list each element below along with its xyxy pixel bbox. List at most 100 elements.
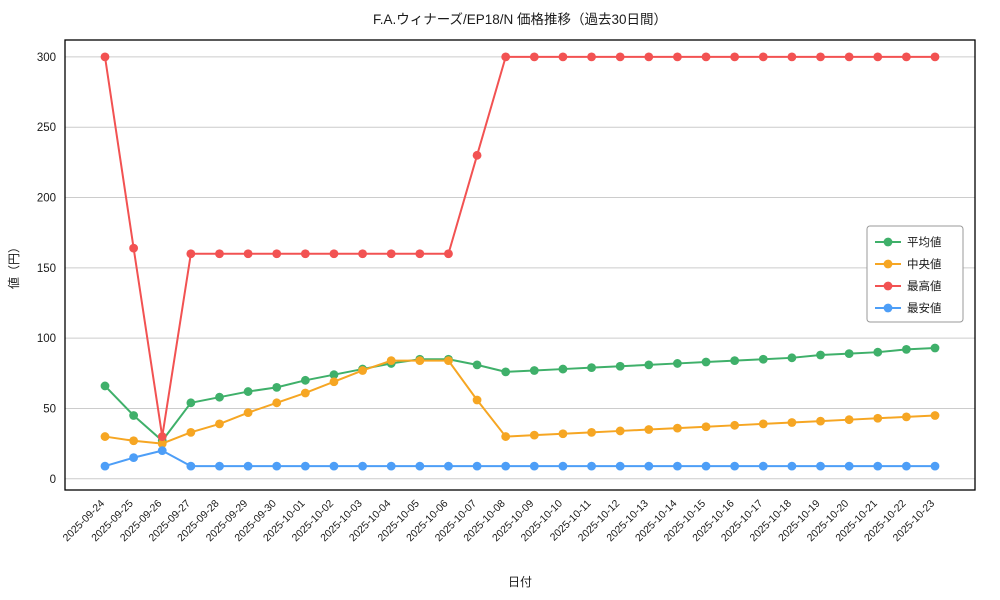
series-marker [873,347,883,357]
series-marker [844,52,854,62]
y-tick-label: 150 [37,263,56,275]
series-marker [644,425,654,434]
series-marker [129,436,139,446]
series-marker [730,420,740,430]
series-marker [215,461,224,471]
series-marker [901,461,911,471]
series-marker [100,432,110,441]
series-marker [787,461,797,471]
series-marker [444,249,453,259]
y-tick-label: 200 [37,193,56,205]
series-marker [558,429,568,439]
legend-label: 平均値 [907,236,942,249]
legend-marker [883,281,893,291]
series-marker [930,461,940,471]
series-marker [787,418,797,427]
series-marker [701,52,711,62]
series-marker [215,249,224,259]
series-marker [587,52,596,62]
series-marker [673,461,682,471]
y-tick-label: 300 [37,52,56,64]
series-marker [558,52,568,62]
series-marker [644,360,654,370]
series-marker [129,243,139,253]
series-marker [186,427,196,437]
series-marker [358,461,367,471]
series-marker [615,52,625,62]
series-marker [816,461,825,471]
series-marker [844,415,854,425]
series-marker [730,461,740,471]
series-marker [243,249,253,259]
series-marker [558,364,568,374]
series-marker [816,416,825,426]
series-marker [758,354,768,364]
series-marker [844,349,854,358]
series-marker [730,356,740,366]
series-marker [673,52,682,62]
series-marker [472,395,482,405]
series-marker [816,350,825,360]
legend-marker [883,303,893,313]
series-marker [243,387,253,396]
series-marker [558,461,568,471]
series-marker [901,412,911,422]
series-marker [329,377,339,387]
series-marker [329,249,339,259]
series-marker [329,461,339,471]
series-marker [444,356,453,366]
series-marker [415,461,425,471]
y-tick-label: 0 [50,474,56,486]
series-line-平均値 [104,346,936,442]
series-marker [157,439,167,448]
series-marker [673,359,682,368]
series-marker [472,461,482,471]
series-marker [615,461,625,471]
series-marker [873,413,883,423]
plot-area [65,40,975,490]
legend-box [866,225,964,323]
series-marker [587,461,596,471]
legend-marker [883,259,893,269]
series-marker [615,426,625,436]
series-marker [329,370,339,380]
series-marker [873,461,883,471]
series-line-最安値 [104,449,935,468]
series-marker [472,360,482,370]
series-marker [300,375,310,385]
series-marker [215,392,224,402]
series-marker [415,249,425,259]
series-marker [501,367,511,377]
series-marker [701,422,711,432]
series-marker [673,423,682,433]
legend-label: 最高値 [907,279,942,293]
series-marker [358,366,367,375]
series-marker [186,249,196,259]
series-marker [100,52,110,62]
series-marker [701,461,711,471]
series-marker [787,353,797,363]
series-marker [529,461,539,471]
series-marker [272,249,282,259]
plot-border [64,39,976,491]
series-marker [930,411,940,420]
y-tick-label: 100 [37,333,56,345]
y-tick-label: 50 [43,403,56,415]
series-marker [730,52,740,62]
series-marker [501,432,511,441]
series-marker [901,52,911,62]
series-marker [272,461,282,471]
series-marker [129,453,139,463]
series-marker [930,343,940,353]
series-marker [472,150,482,160]
series-line-最高値 [104,55,935,438]
legend-label: 最安値 [907,301,942,315]
legend-label: 中央値 [907,258,942,271]
series-marker [930,52,940,62]
series-marker [787,52,797,62]
series-marker [386,461,396,471]
series-marker [615,361,625,371]
series-marker [215,419,224,429]
series-marker [644,52,654,62]
